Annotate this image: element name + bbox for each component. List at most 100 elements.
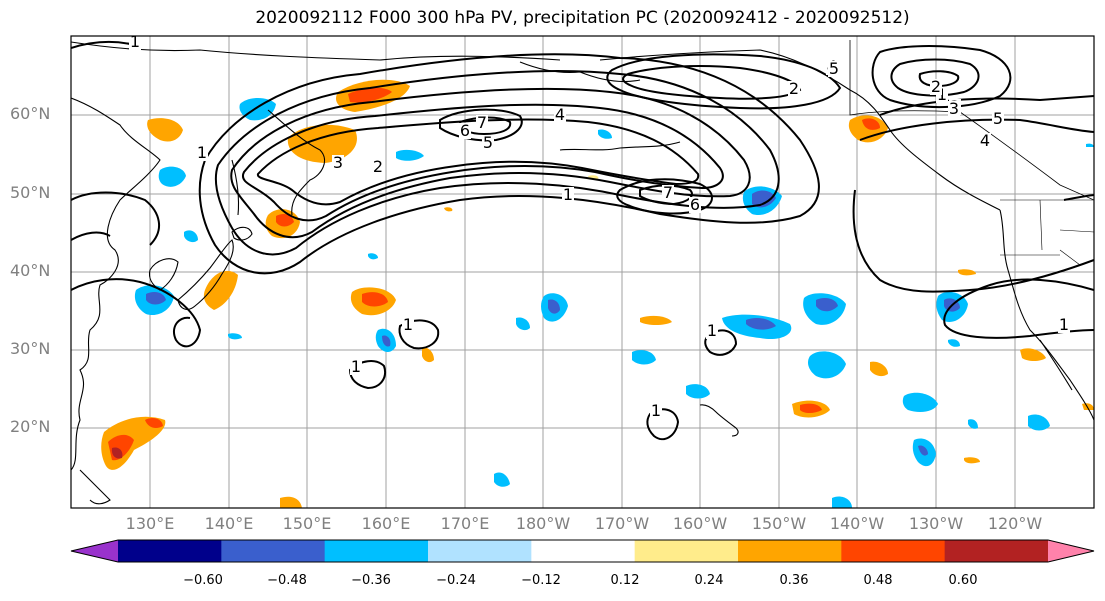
pv-contour-na-low xyxy=(918,70,960,88)
pv-contour-label-bg xyxy=(1058,317,1070,333)
pv-contour-label: 7 xyxy=(477,113,487,132)
pv-contour-label-bg xyxy=(482,135,494,151)
coastline-philippines xyxy=(79,469,111,505)
pv-contour-label-bg xyxy=(662,185,674,201)
pv-contour-label: 3 xyxy=(333,153,343,172)
precip-negative-region xyxy=(808,351,846,379)
precip-positive-region xyxy=(444,207,453,212)
lon-label-160e: 160°E xyxy=(361,514,411,533)
pv-contour-label-bg xyxy=(930,79,942,95)
coastline-asia-east xyxy=(71,97,161,471)
lat-label-60n: 60°N xyxy=(10,104,51,123)
pv-contour-label: 6 xyxy=(460,121,470,140)
pv-contour-label-bg xyxy=(706,323,718,339)
colorbar-tick: 0.60 xyxy=(948,573,978,588)
colorbar xyxy=(70,539,1095,563)
pv-contour-nw-arc xyxy=(71,40,131,49)
pv-contour-label: 5 xyxy=(993,109,1003,128)
precip-negative-region xyxy=(494,472,510,487)
pv-contour-3 xyxy=(230,87,751,239)
lon-label-150w: 150°W xyxy=(751,514,807,533)
pv-contour-label: 2 xyxy=(789,79,799,98)
pv-contour-label: 6 xyxy=(690,195,700,214)
pv-contour-labels: 1123456712345671234511111 xyxy=(129,36,1070,420)
colorbar-extend-min xyxy=(71,540,118,562)
precip-negative-region xyxy=(832,496,852,508)
colorbar-segment xyxy=(428,540,532,562)
pv-contour-label-bg xyxy=(350,359,362,375)
pv-contour-2 xyxy=(214,69,780,256)
pv-contour-cutoff xyxy=(646,408,680,441)
lon-label-170e: 170°E xyxy=(440,514,490,533)
precip-positive-region xyxy=(1020,348,1046,361)
pv-contour-gulf-alaska xyxy=(622,65,802,100)
precip-negative-region xyxy=(396,149,424,161)
precip-negative-core xyxy=(918,445,928,456)
border-us-states xyxy=(1000,199,1094,266)
precip-negative-region xyxy=(968,419,978,429)
pv-contour-label-bg xyxy=(372,159,384,175)
precip-positive-region xyxy=(147,118,183,142)
precip-positive-region xyxy=(870,361,888,377)
precip-positive-region xyxy=(640,315,672,325)
pv-contour-label: 1 xyxy=(403,315,413,334)
pv-contour-na-high xyxy=(943,278,1094,339)
precip-positive-region xyxy=(203,270,238,310)
precip-negative-core xyxy=(746,318,776,330)
pv-contour-label: 7 xyxy=(663,183,673,202)
precip-negative-region xyxy=(1086,143,1094,147)
colorbar-segment xyxy=(118,540,222,562)
precip-positive-core xyxy=(800,403,822,413)
pv-contour-label-bg xyxy=(476,115,488,131)
pv-contour-label-bg xyxy=(129,36,141,50)
pv-contour-label-bg xyxy=(650,403,662,419)
lat-label-20n: 20°N xyxy=(10,417,51,436)
precip-negative-region xyxy=(686,384,710,399)
pv-contour-label: 4 xyxy=(555,105,565,124)
pv-contour-label-bg xyxy=(948,101,960,117)
coastline-japan xyxy=(177,239,234,310)
pv-contour-ne-arc xyxy=(1063,194,1094,201)
colorbar-segment xyxy=(221,540,326,562)
precip-negative-core xyxy=(548,299,560,314)
precip-positive-region xyxy=(964,457,980,464)
colorbar-tick: −0.60 xyxy=(183,573,223,588)
precip-positive-core xyxy=(348,87,392,103)
precip-positive-region xyxy=(287,124,357,163)
precip-positive-region xyxy=(1082,403,1094,410)
coastline-baja xyxy=(1039,339,1073,391)
colorbar-tick: 0.24 xyxy=(694,573,724,588)
pv-contour-na-low xyxy=(890,58,980,97)
pv-contour-label-bg xyxy=(459,123,471,139)
coastline-hokkaido xyxy=(231,226,253,241)
pv-contour-label-bg xyxy=(689,197,701,213)
lon-label-170w: 170°W xyxy=(594,514,650,533)
colorbar-segment xyxy=(841,540,946,562)
pv-contour-label-bg xyxy=(196,145,208,161)
pv-contour-gulf-alaska xyxy=(606,53,842,110)
pv-contour-subtropical xyxy=(71,278,202,348)
colorbar-outline xyxy=(70,539,1095,563)
lat-label-50n: 50°N xyxy=(10,183,51,202)
pv-contour-label-bg xyxy=(992,111,1004,127)
pv-contour-1-outer xyxy=(198,53,820,275)
pv-contour-label: 1 xyxy=(1059,315,1069,334)
colorbar-extend-max xyxy=(1048,540,1094,562)
pv-contour-west-pacific xyxy=(71,191,160,246)
precip-negative-region xyxy=(228,333,242,340)
precip-positive-region xyxy=(958,269,976,276)
colorbar-tick: −0.24 xyxy=(436,573,476,588)
precip-negative-core xyxy=(752,190,776,208)
precip-positive-core xyxy=(362,292,388,307)
precip-positive-core xyxy=(145,418,163,428)
lon-label-180w: 180°W xyxy=(515,514,571,533)
pv-contour-na-low xyxy=(871,45,1012,109)
colorbar-tick: −0.48 xyxy=(267,573,307,588)
pv-contour-label-bg xyxy=(332,155,344,171)
precip-positive-core xyxy=(276,214,294,227)
colorbar-segment xyxy=(944,540,1049,562)
lon-label-150e: 150°E xyxy=(282,514,332,533)
pv-contour-label: 5 xyxy=(483,133,493,152)
coastline-korea xyxy=(148,258,179,291)
